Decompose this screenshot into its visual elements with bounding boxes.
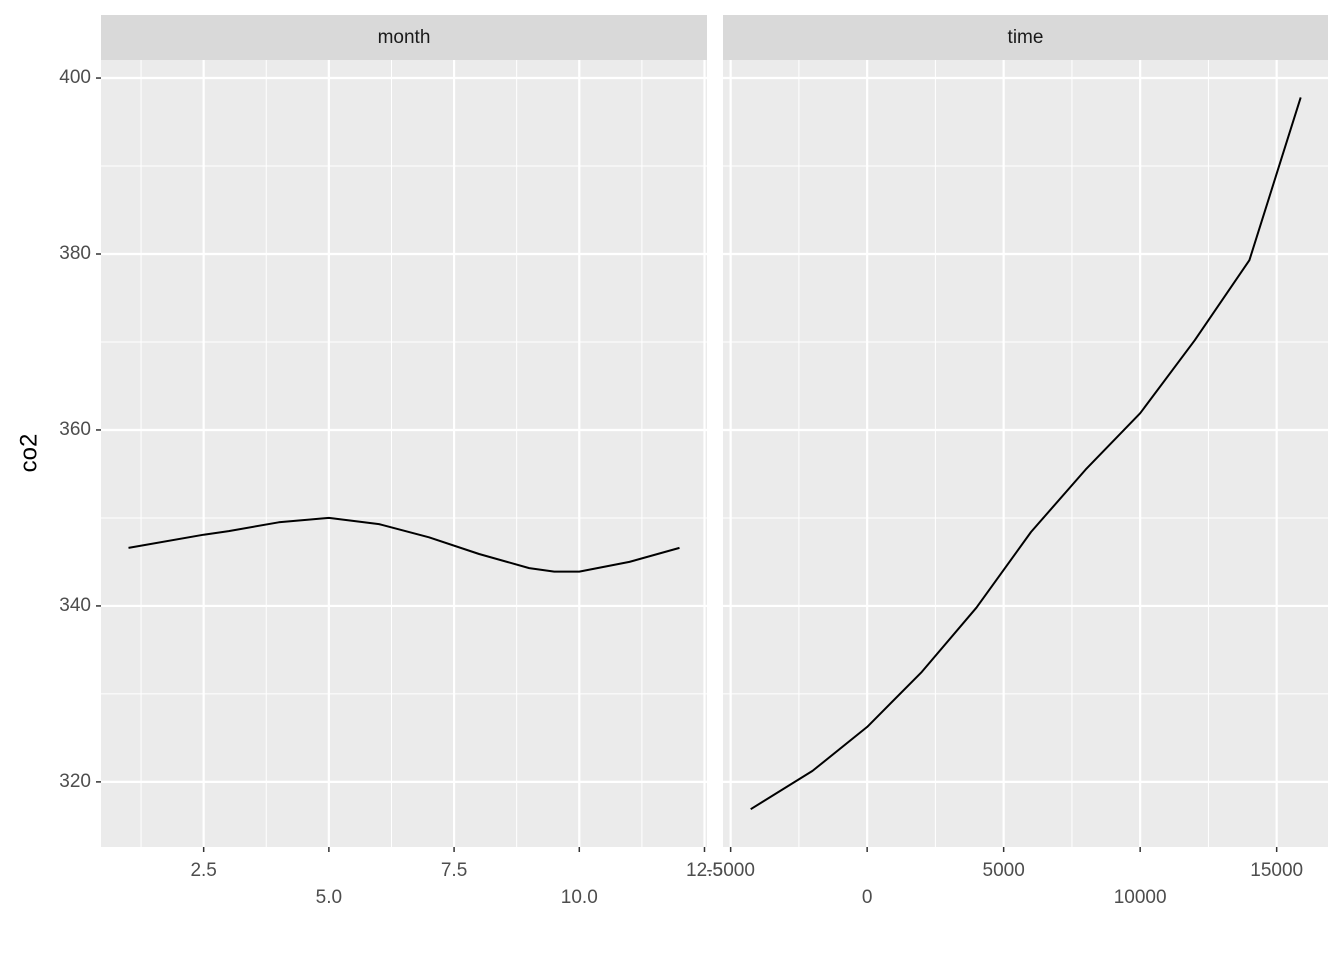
x-tick-label: 5.0 bbox=[316, 887, 342, 908]
strip-label: month bbox=[378, 27, 431, 48]
panel bbox=[723, 60, 1328, 847]
panel bbox=[101, 60, 707, 847]
y-tick-label: 360 bbox=[59, 419, 91, 440]
y-tick-label: 380 bbox=[59, 243, 91, 264]
x-tick-label: 0 bbox=[862, 887, 873, 908]
x-tick-label: 5000 bbox=[983, 860, 1025, 881]
y-axis-label: co2 bbox=[15, 434, 42, 473]
x-tick-label: 7.5 bbox=[441, 860, 467, 881]
strip-label: time bbox=[1008, 27, 1044, 48]
x-tick-label: 10000 bbox=[1114, 887, 1167, 908]
x-tick-label: 15000 bbox=[1250, 860, 1303, 881]
strip bbox=[723, 15, 1328, 60]
strip bbox=[101, 15, 707, 60]
line bbox=[128, 516, 680, 573]
x-tick-label: 10.0 bbox=[561, 887, 598, 908]
y-tick-label: 340 bbox=[59, 595, 91, 616]
x-tick-label: 2.5 bbox=[190, 860, 216, 881]
y-tick-label: 320 bbox=[59, 771, 91, 792]
x-tick-label: -5000 bbox=[706, 860, 755, 881]
line bbox=[750, 97, 1302, 811]
x-tick-label: 12.5 bbox=[686, 860, 723, 881]
y-tick-label: 400 bbox=[59, 67, 91, 88]
